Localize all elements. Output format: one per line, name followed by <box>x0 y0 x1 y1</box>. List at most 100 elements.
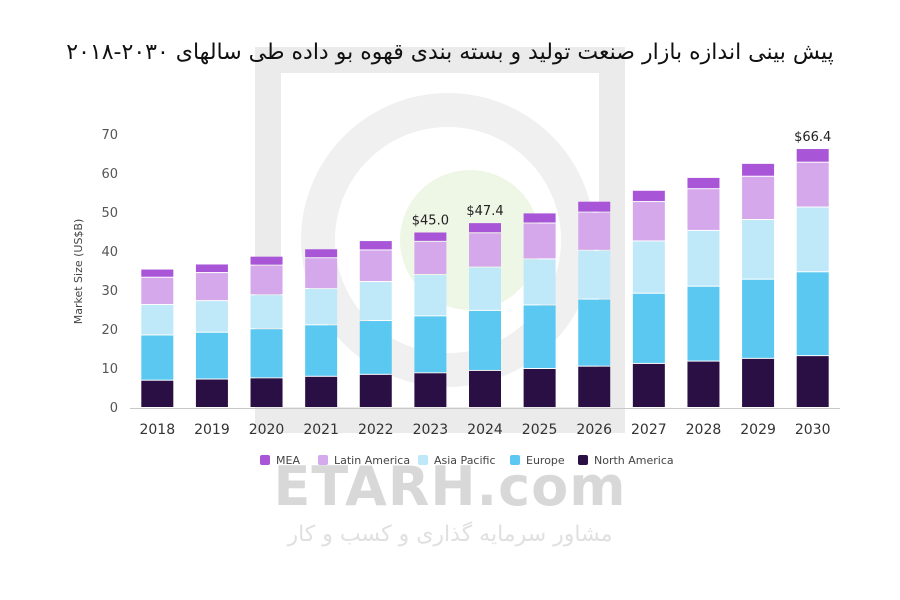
x-tick-label: 2030 <box>795 422 831 438</box>
bar-segment <box>796 272 829 356</box>
bar-segment <box>195 379 228 407</box>
bar-segment <box>578 299 611 366</box>
bar-segment <box>359 321 392 374</box>
bar-segment <box>578 212 611 250</box>
bar-segment <box>687 361 720 407</box>
bar-segment <box>141 335 174 380</box>
y-axis: 0 10 20 30 40 50 60 70 <box>101 128 118 416</box>
x-tick-label: 2021 <box>303 422 339 438</box>
bar-segment <box>414 232 447 241</box>
y-tick-label: 60 <box>101 167 118 182</box>
bar-segment <box>414 275 447 316</box>
bar-segment <box>742 176 775 220</box>
bar-segment <box>359 282 392 321</box>
bar-segment <box>141 305 174 335</box>
legend-swatch <box>578 455 588 465</box>
legend-swatch <box>510 455 520 465</box>
bar-segment <box>250 256 283 265</box>
bar-segment <box>632 190 665 202</box>
watermark-main-text: ETARH.com <box>273 455 627 518</box>
bar-segment <box>305 376 338 407</box>
legend-swatch <box>418 455 428 465</box>
x-tick-label: 2029 <box>740 422 776 438</box>
bar-segment <box>250 265 283 295</box>
bar-segment <box>250 329 283 378</box>
bar-segment <box>305 289 338 325</box>
bar-segment <box>632 202 665 241</box>
bar-segment <box>195 273 228 301</box>
bar-segment <box>469 267 501 310</box>
bar-segment <box>305 258 338 289</box>
y-tick-label: 50 <box>101 206 118 221</box>
y-tick-label: 70 <box>101 128 118 143</box>
bar-segment <box>578 366 611 407</box>
bar-segment <box>250 295 283 329</box>
bars <box>141 149 829 407</box>
data-label: $45.0 <box>412 214 449 229</box>
legend-label: Latin America <box>334 454 410 467</box>
bar-segment <box>687 286 720 361</box>
bar-segment <box>523 369 556 407</box>
bar-segment <box>359 374 392 407</box>
bar-segment <box>195 332 228 379</box>
bar-segment <box>141 269 174 277</box>
bar-segment <box>687 189 720 230</box>
y-axis-label: Market Size (US$B) <box>72 219 85 325</box>
bar-segment <box>469 233 501 267</box>
bar-segment <box>414 316 447 373</box>
bar-segment <box>195 301 228 332</box>
data-label: $66.4 <box>794 130 831 145</box>
bar-segment <box>250 378 283 407</box>
x-tick-label: 2024 <box>467 422 503 438</box>
bar-segment <box>523 213 556 223</box>
legend-label: MEA <box>276 454 300 467</box>
data-label: $47.4 <box>466 204 503 219</box>
bar-segment <box>687 177 720 189</box>
bar-segment <box>796 149 829 162</box>
legend-label: Asia Pacific <box>434 454 496 467</box>
bar-segment <box>796 207 829 272</box>
x-tick-label: 2028 <box>686 422 722 438</box>
bar-segment <box>523 223 556 259</box>
bar-segment <box>469 370 501 407</box>
bar-segment <box>469 223 501 233</box>
x-axis: 2018 2019 2020 2021 2022 2023 2024 2025 2026 2027… <box>139 422 830 438</box>
bar-segment <box>578 201 611 212</box>
bar-segment <box>742 279 775 358</box>
x-tick-label: 2026 <box>576 422 612 438</box>
bar-segment <box>359 250 392 282</box>
bar-segment <box>632 293 665 363</box>
x-tick-label: 2020 <box>249 422 285 438</box>
bar-segment <box>141 380 174 407</box>
bar-segment <box>414 373 447 407</box>
legend-label: North America <box>594 454 674 467</box>
x-tick-label: 2022 <box>358 422 394 438</box>
legend: MEA Latin America Asia Pacific Europe North … <box>260 454 674 467</box>
y-tick-label: 20 <box>101 323 118 338</box>
bar-segment <box>578 250 611 299</box>
y-tick-label: 40 <box>101 245 118 260</box>
y-tick-label: 30 <box>101 284 118 299</box>
bar-segment <box>742 163 775 176</box>
bar-segment <box>141 277 174 305</box>
chart-title: پیش بینی اندازه بازار صنعت تولید و بسته … <box>66 40 834 65</box>
bar-segment <box>305 325 338 376</box>
x-tick-label: 2025 <box>522 422 558 438</box>
annotations: $45.0 $47.4 $66.4 <box>412 130 832 228</box>
x-tick-label: 2023 <box>413 422 449 438</box>
bar-segment <box>359 241 392 250</box>
x-tick-label: 2018 <box>139 422 175 438</box>
bar-segment <box>632 241 665 293</box>
watermark-sub-text: مشاور سرمایه گذاری و کسب و کار <box>287 522 613 547</box>
bar-segment <box>195 264 228 273</box>
bar-segment <box>796 162 829 207</box>
y-tick-label: 0 <box>110 401 118 416</box>
bar-segment <box>742 220 775 279</box>
legend-label: Europe <box>526 454 565 467</box>
legend-swatch <box>260 455 270 465</box>
bar-segment <box>414 241 447 275</box>
bar-segment <box>523 259 556 305</box>
x-tick-label: 2019 <box>194 422 230 438</box>
bar-segment <box>469 310 501 370</box>
